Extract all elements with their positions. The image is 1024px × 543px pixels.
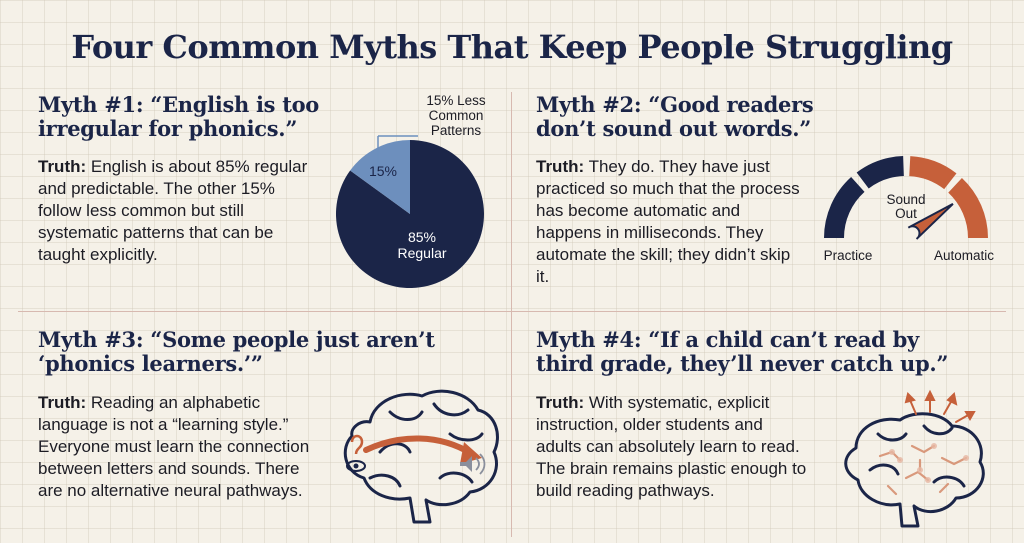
horizontal-divider bbox=[18, 311, 1006, 312]
gauge-segment-2 bbox=[856, 156, 904, 189]
gauge-center-line1: Sound bbox=[886, 192, 925, 207]
truth-label: Truth: bbox=[536, 157, 585, 176]
myth-4-heading-line1: Myth #4: “If a child can’t read by bbox=[536, 327, 919, 352]
myth-1-heading: Myth #1: “English is too irregular for p… bbox=[38, 93, 319, 141]
gauge-needle bbox=[907, 203, 954, 240]
pie-slice-less-common bbox=[350, 140, 410, 214]
myth-1-heading-line1: Myth #1: “English is too bbox=[38, 92, 320, 117]
page-title: Four Common Myths That Keep People Strug… bbox=[71, 28, 953, 66]
pie-label-regular: Regular bbox=[397, 245, 446, 261]
myth-4-heading-line2: third grade, they’ll never catch up.” bbox=[536, 351, 949, 376]
brain-growth-arrows-icon bbox=[830, 386, 1000, 536]
myth-1-pie-chart: 15% Less Common Patterns 15% 85% Regular bbox=[318, 86, 510, 292]
myth-4-heading: Myth #4: “If a child can’t read by third… bbox=[536, 328, 948, 376]
myth-2-heading-line2: don’t sound out words.” bbox=[536, 116, 812, 141]
myth-4-truth: Truth: With systematic, explicit instruc… bbox=[536, 392, 811, 502]
brain-ear-eye-sound-icon bbox=[330, 382, 505, 532]
callout-line-1: 15% Less bbox=[426, 93, 486, 108]
myth-2-gauge: Sound Out Practice Automatic bbox=[810, 150, 1006, 270]
myth-3-heading-line2: ‘phonics learners.’” bbox=[38, 351, 263, 376]
gauge-center-line2: Out bbox=[895, 206, 917, 221]
myth-2-heading-line1: Myth #2: “Good readers bbox=[536, 92, 814, 117]
myth-1-truth-text: English is about 85% regular and predict… bbox=[38, 157, 308, 264]
myth-3-truth-text: Reading an alphabetic language is not a … bbox=[38, 393, 310, 500]
myth-2-truth-text: They do. They have just practiced so muc… bbox=[536, 157, 800, 286]
truth-label: Truth: bbox=[38, 393, 87, 412]
gauge-left-label: Practice bbox=[824, 248, 873, 263]
gauge-segment-4 bbox=[948, 178, 988, 238]
gauge-segment-1 bbox=[824, 177, 865, 238]
myth-1-truth: Truth: English is about 85% regular and … bbox=[38, 156, 308, 266]
myth-3-truth: Truth: Reading an alphabetic language is… bbox=[38, 392, 318, 502]
myth-3-heading: Myth #3: “Some people just aren’t ‘phoni… bbox=[38, 328, 435, 376]
myth-2-truth: Truth: They do. They have just practiced… bbox=[536, 156, 806, 288]
gauge-right-label: Automatic bbox=[934, 248, 994, 263]
pie-label-less-common: 15% bbox=[369, 163, 397, 179]
callout-line-2: Common bbox=[429, 108, 484, 123]
myth-4-truth-text: With systematic, explicit instruction, o… bbox=[536, 393, 807, 500]
gauge-segment-3 bbox=[909, 156, 957, 190]
callout-line-3: Patterns bbox=[431, 123, 482, 138]
gauge-arcs bbox=[824, 156, 988, 238]
myth-1-heading-line2: irregular for phonics.” bbox=[38, 116, 298, 141]
myth-2-heading: Myth #2: “Good readers don’t sound out w… bbox=[536, 92, 814, 141]
pie-label-regular-pct: 85% bbox=[408, 229, 436, 245]
vertical-divider bbox=[511, 92, 512, 537]
myth-3-heading-line1: Myth #3: “Some people just aren’t bbox=[38, 327, 435, 352]
truth-label: Truth: bbox=[38, 157, 87, 176]
truth-label: Truth: bbox=[536, 393, 585, 412]
